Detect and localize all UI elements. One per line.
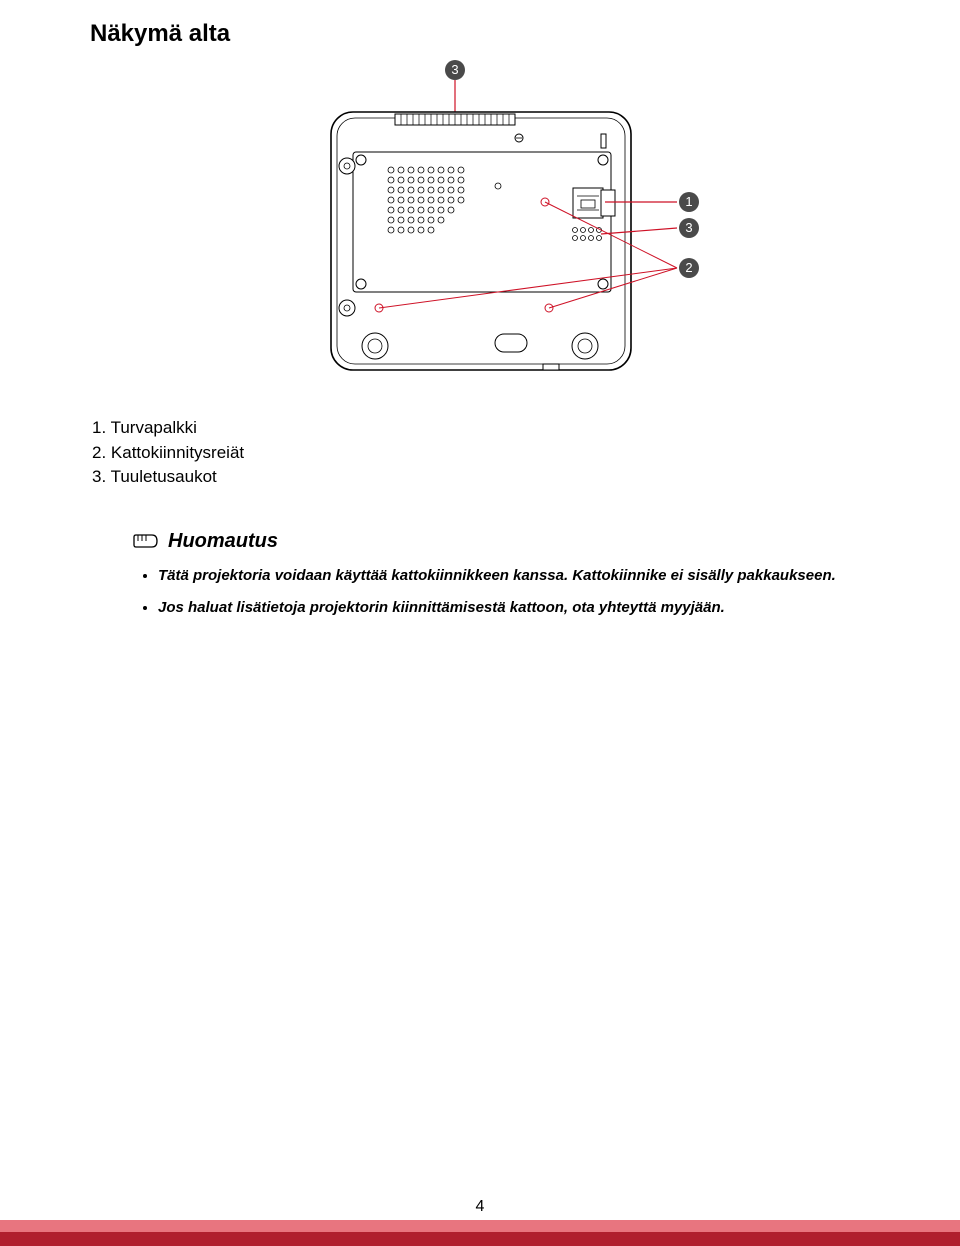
callout-3-right: 3	[685, 220, 692, 235]
note-item-2: Jos haluat lisätietoja projektorin kiinn…	[158, 597, 866, 618]
bottom-view-diagram: 3	[245, 58, 715, 388]
note-hand-icon	[132, 532, 158, 550]
top-vent	[395, 114, 515, 125]
note-block: Huomautus Tätä projektoria voidaan käytt…	[90, 530, 870, 618]
callout-2: 2	[685, 260, 692, 275]
callout-1: 1	[685, 194, 692, 209]
section-title: Näkymä alta	[90, 20, 870, 48]
diagram-container: 3	[90, 58, 870, 388]
parts-item-1: 1. Turvapalkki	[92, 416, 870, 441]
parts-item-3: 3. Tuuletusaukot	[92, 465, 870, 490]
footer-bar-light	[0, 1220, 960, 1232]
note-heading-row: Huomautus	[132, 530, 866, 553]
footer-bar-dark	[0, 1232, 960, 1246]
note-item-1: Tätä projektoria voidaan käyttää kattoki…	[158, 565, 866, 586]
side-port	[573, 188, 615, 218]
note-list: Tätä projektoria voidaan käyttää kattoki…	[132, 565, 866, 618]
parts-list: 1. Turvapalkki 2. Kattokiinnitysreiät 3.…	[92, 416, 870, 490]
note-heading: Huomautus	[168, 530, 278, 553]
page-footer: 4	[0, 1206, 960, 1246]
parts-item-2: 2. Kattokiinnitysreiät	[92, 441, 870, 466]
page-number: 4	[0, 1198, 960, 1216]
callout-3-top: 3	[451, 62, 458, 77]
page: Näkymä alta 3	[0, 0, 960, 1246]
